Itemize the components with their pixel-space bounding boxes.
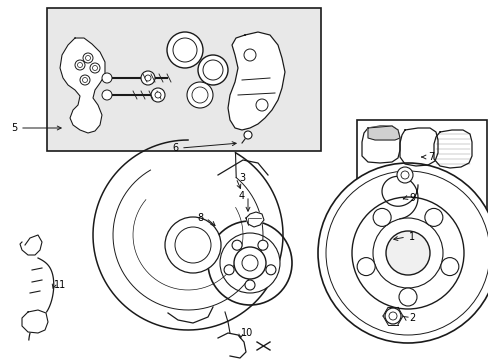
- Polygon shape: [60, 38, 105, 133]
- Polygon shape: [20, 235, 42, 255]
- Circle shape: [372, 218, 442, 288]
- Circle shape: [232, 240, 242, 250]
- Circle shape: [256, 99, 267, 111]
- Bar: [356, 120, 486, 210]
- Circle shape: [92, 66, 97, 71]
- Circle shape: [90, 63, 100, 73]
- Polygon shape: [22, 310, 48, 333]
- Text: 1: 1: [408, 232, 414, 242]
- Circle shape: [145, 75, 151, 81]
- Text: 6: 6: [172, 143, 178, 153]
- Text: 10: 10: [241, 328, 253, 338]
- Polygon shape: [433, 130, 471, 168]
- Circle shape: [244, 280, 254, 290]
- Circle shape: [102, 73, 112, 83]
- Circle shape: [192, 87, 207, 103]
- Circle shape: [80, 75, 90, 85]
- Text: 7: 7: [427, 152, 433, 162]
- Circle shape: [244, 49, 256, 61]
- Circle shape: [173, 38, 197, 62]
- Circle shape: [175, 227, 210, 263]
- Polygon shape: [227, 32, 285, 130]
- Circle shape: [155, 92, 161, 98]
- Circle shape: [75, 60, 85, 70]
- Circle shape: [388, 312, 396, 320]
- Bar: [47, 8, 320, 151]
- Circle shape: [141, 71, 155, 85]
- Polygon shape: [399, 128, 437, 166]
- Text: 4: 4: [239, 191, 244, 201]
- Circle shape: [83, 53, 93, 63]
- Text: 11: 11: [54, 280, 66, 290]
- Circle shape: [400, 171, 408, 179]
- Circle shape: [372, 208, 390, 226]
- Circle shape: [398, 288, 416, 306]
- Circle shape: [351, 197, 463, 309]
- Text: 2: 2: [408, 313, 414, 323]
- Polygon shape: [361, 126, 399, 163]
- Circle shape: [384, 308, 400, 324]
- Circle shape: [224, 265, 234, 275]
- Text: 8: 8: [197, 213, 203, 223]
- Circle shape: [257, 240, 267, 250]
- Circle shape: [186, 82, 213, 108]
- Text: 9: 9: [408, 193, 414, 203]
- Circle shape: [325, 171, 488, 335]
- Circle shape: [207, 221, 291, 305]
- Circle shape: [203, 60, 223, 80]
- Circle shape: [265, 265, 275, 275]
- Circle shape: [164, 217, 221, 273]
- Circle shape: [356, 258, 374, 276]
- Circle shape: [424, 208, 442, 226]
- Circle shape: [396, 167, 412, 183]
- Circle shape: [85, 55, 90, 60]
- Polygon shape: [218, 333, 245, 358]
- Circle shape: [385, 231, 429, 275]
- Circle shape: [244, 131, 251, 139]
- Text: 5: 5: [11, 123, 17, 133]
- Polygon shape: [367, 126, 399, 140]
- Circle shape: [77, 63, 82, 68]
- Polygon shape: [245, 212, 264, 227]
- Circle shape: [317, 163, 488, 343]
- Circle shape: [102, 90, 112, 100]
- Circle shape: [440, 258, 458, 276]
- Circle shape: [220, 233, 280, 293]
- Circle shape: [167, 32, 203, 68]
- Circle shape: [82, 77, 87, 82]
- Circle shape: [151, 88, 164, 102]
- Circle shape: [242, 255, 258, 271]
- Text: 3: 3: [239, 173, 244, 183]
- Circle shape: [198, 55, 227, 85]
- Circle shape: [234, 247, 265, 279]
